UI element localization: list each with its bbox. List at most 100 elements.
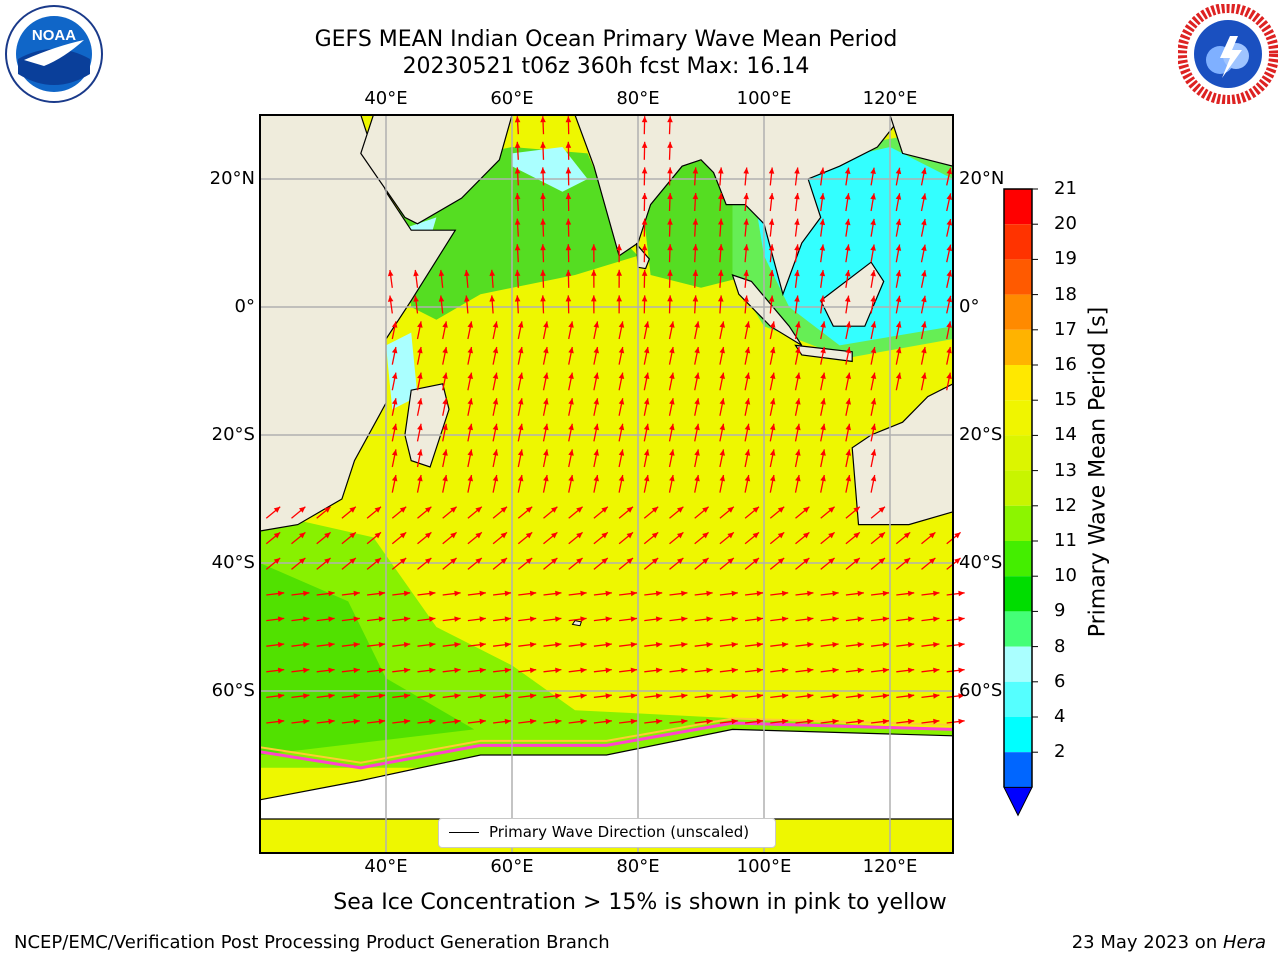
wave-direction-arrowhead (593, 372, 599, 379)
wave-direction-arrowhead (807, 693, 814, 699)
axis-tick-label: 60°S (211, 680, 255, 701)
wave-direction-arrowhead (580, 693, 587, 699)
colorbar-label: 15 (1054, 389, 1077, 411)
wave-direction-arrowhead (819, 270, 826, 277)
colorbar-segment (1004, 646, 1032, 682)
wave-direction-arrowhead (454, 590, 461, 597)
wave-direction-arrowhead (667, 295, 673, 302)
wave-direction-arrowhead (514, 167, 521, 174)
wave-direction-arrowhead (907, 616, 915, 622)
axis-tick-label: 20°N (209, 168, 255, 189)
wave-direction-arrowhead (731, 693, 738, 699)
wave-direction-arrowhead (616, 269, 622, 276)
wave-direction-arrowhead (769, 475, 776, 482)
wave-direction-arrowhead (568, 423, 574, 431)
wave-direction-arrowhead (669, 475, 675, 482)
wave-direction-arrowhead (618, 475, 625, 482)
wave-direction-arrowhead (576, 558, 583, 564)
wave-direction-arrowhead (568, 449, 574, 456)
wave-direction-arrowhead (442, 475, 448, 482)
wave-direction-arrowhead (870, 218, 876, 226)
wave-direction-arrowhead (819, 244, 826, 251)
wave-direction-arrowhead (391, 475, 398, 482)
wave-direction-arrowhead (832, 693, 839, 699)
wave-direction-arrowhead (514, 244, 521, 251)
wave-direction-arrowhead (820, 321, 826, 328)
wave-direction-arrowhead (391, 398, 398, 405)
wave-direction-arrowhead (540, 218, 546, 225)
wave-direction-arrowhead (591, 295, 597, 302)
colorbar-segment (1004, 435, 1032, 471)
wave-direction-arrowhead (921, 321, 927, 328)
wave-direction-arrowhead (768, 167, 775, 174)
wave-direction-arrowhead (692, 269, 699, 276)
wave-direction-arrowhead (907, 693, 915, 699)
wave-direction-arrowhead (857, 616, 864, 622)
colorbar-segment (1004, 611, 1032, 647)
wave-direction-arrowhead (630, 590, 637, 597)
wave-direction-arrowhead (630, 667, 637, 674)
wave-direction-arrowhead (403, 642, 411, 648)
wave-direction-arrowhead (565, 269, 572, 276)
wave-direction-arrowhead (403, 667, 411, 674)
colorbar-segment (1004, 752, 1032, 788)
wave-direction-arrowhead (641, 116, 648, 123)
wave-direction-arrowhead (756, 616, 763, 622)
wave-direction-arrowhead (643, 449, 650, 456)
footer-date-text: 23 May 2023 on (1071, 932, 1223, 953)
colorbar-segment (1004, 505, 1032, 541)
wave-direction-arrowhead (568, 347, 574, 354)
wave-direction-arrowhead (543, 449, 549, 456)
wave-direction-arrowhead (958, 667, 965, 674)
wave-direction-arrowhead (618, 321, 625, 328)
wave-direction-arrowhead (417, 398, 423, 405)
wave-direction-arrowhead (655, 590, 663, 597)
wave-direction-arrowhead (731, 667, 738, 674)
wave-direction-arrowhead (946, 244, 952, 252)
wave-direction-arrowhead (517, 321, 524, 328)
wave-direction-arrowhead (718, 218, 724, 225)
wave-direction-arrowhead (777, 558, 785, 564)
wave-direction-arrowhead (681, 667, 688, 674)
wave-direction-arrowhead (475, 558, 482, 564)
wave-direction-arrowhead (929, 558, 936, 564)
wave-direction-arrowhead (514, 193, 521, 200)
colorbar-segment (1004, 470, 1032, 506)
wave-direction-arrowhead (828, 532, 835, 539)
wave-direction-arrowhead (718, 244, 724, 251)
wave-direction-arrowhead (820, 449, 826, 456)
wave-direction-arrowhead (576, 506, 583, 513)
wave-direction-arrowhead (349, 558, 356, 564)
axis-tick-label: 40°S (211, 552, 255, 573)
wave-direction-arrowhead (630, 642, 637, 648)
wave-direction-arrowhead (353, 642, 360, 648)
wave-direction-arrowhead (504, 616, 511, 622)
wave-direction-arrowhead (514, 269, 521, 276)
wave-direction-arrowhead (353, 667, 360, 674)
wave-direction-arrowhead (921, 219, 927, 226)
wave-direction-arrowhead (768, 295, 775, 302)
wave-direction-arrowhead (391, 423, 398, 431)
wave-direction-arrowhead (694, 475, 700, 482)
wave-direction-arrowhead (803, 558, 810, 564)
wave-direction-arrowhead (769, 321, 776, 328)
wave-direction-arrowhead (643, 347, 650, 354)
wave-direction-arrowhead (591, 244, 597, 251)
wave-direction-arrowhead (454, 693, 461, 699)
wave-direction-arrowhead (551, 558, 558, 564)
wave-direction-arrowhead (870, 167, 876, 174)
wave-direction-arrowhead (565, 141, 572, 148)
wave-direction-arrowhead (933, 590, 940, 597)
wave-direction-arrowhead (819, 167, 826, 174)
colorbar-segment (1004, 400, 1032, 436)
wave-direction-arrowhead (580, 590, 587, 597)
axis-tick-label: 100°E (736, 88, 792, 109)
wave-direction-arrowhead (450, 558, 457, 564)
arabia-landmass (360, 114, 513, 225)
wave-direction-arrowhead (618, 423, 625, 431)
wave-direction-arrowhead (769, 398, 776, 405)
wave-direction-arrowhead (731, 642, 738, 648)
wave-direction-arrowhead (819, 295, 826, 302)
wave-direction-arrowhead (540, 295, 546, 302)
colorbar-label: 16 (1054, 354, 1077, 375)
